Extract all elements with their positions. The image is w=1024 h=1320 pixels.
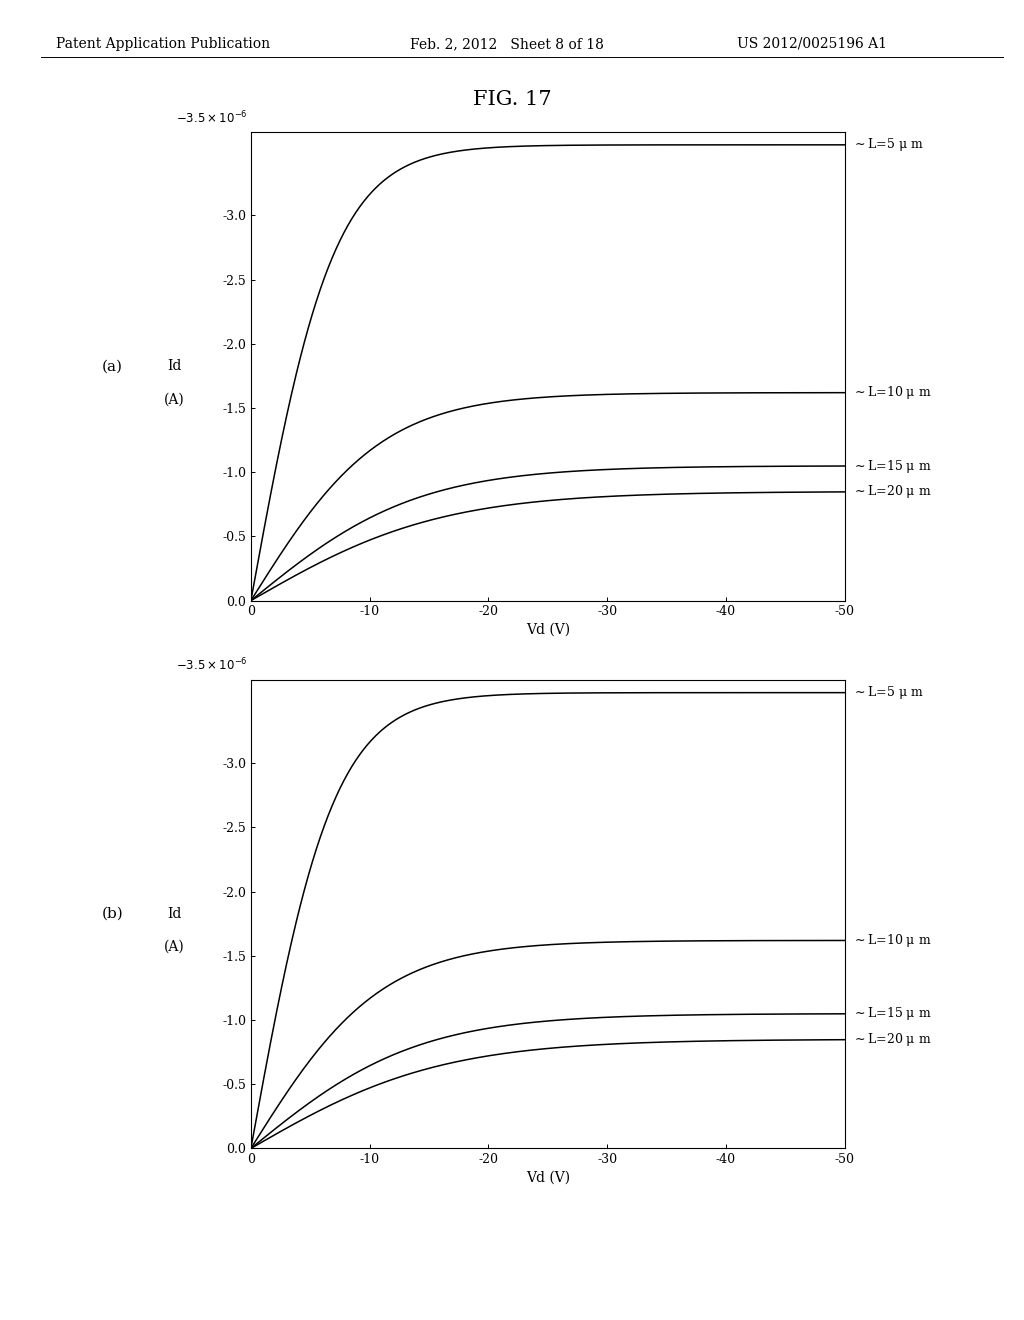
Text: $-3.5\times10^{-6}$: $-3.5\times10^{-6}$ — [176, 657, 248, 673]
Text: Patent Application Publication: Patent Application Publication — [56, 37, 270, 51]
Text: Id: Id — [167, 359, 181, 374]
Text: Feb. 2, 2012   Sheet 8 of 18: Feb. 2, 2012 Sheet 8 of 18 — [410, 37, 603, 51]
Text: FIG. 17: FIG. 17 — [473, 90, 551, 108]
Text: US 2012/0025196 A1: US 2012/0025196 A1 — [737, 37, 887, 51]
X-axis label: Vd (V): Vd (V) — [525, 623, 570, 636]
Text: $\sim$L=15 μ m: $\sim$L=15 μ m — [852, 1006, 932, 1022]
Text: $-3.5\times10^{-6}$: $-3.5\times10^{-6}$ — [176, 110, 248, 125]
Text: (b): (b) — [101, 907, 124, 921]
Text: $\sim$L=10 μ m: $\sim$L=10 μ m — [852, 384, 932, 401]
Text: $\sim$L=5 μ m: $\sim$L=5 μ m — [852, 136, 924, 153]
X-axis label: Vd (V): Vd (V) — [525, 1171, 570, 1184]
Text: $\sim$L=10 μ m: $\sim$L=10 μ m — [852, 932, 932, 949]
Text: (a): (a) — [102, 359, 123, 374]
Text: $\sim$L=20 μ m: $\sim$L=20 μ m — [852, 1031, 932, 1048]
Text: $\sim$L=15 μ m: $\sim$L=15 μ m — [852, 458, 932, 474]
Text: Id: Id — [167, 907, 181, 921]
Text: (A): (A) — [164, 392, 184, 407]
Text: $\sim$L=20 μ m: $\sim$L=20 μ m — [852, 483, 932, 500]
Text: (A): (A) — [164, 940, 184, 954]
Text: $\sim$L=5 μ m: $\sim$L=5 μ m — [852, 684, 924, 701]
